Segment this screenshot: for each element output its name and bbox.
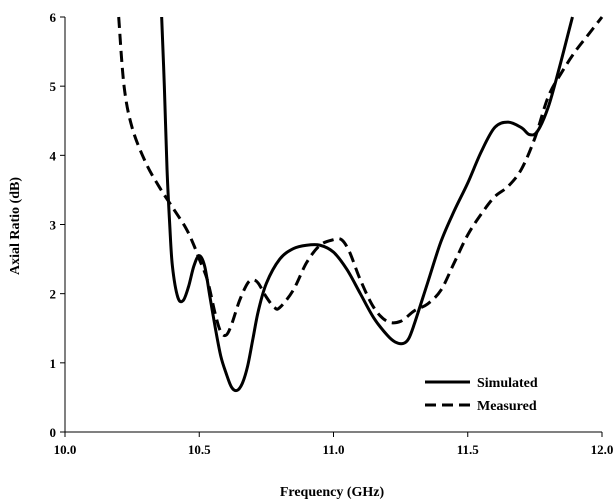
x-tick-label: 12.0: [591, 442, 614, 457]
legend-label-measured: Measured: [477, 399, 537, 414]
x-tick-label: 11.0: [322, 442, 344, 457]
chart-legend: Simulated Measured: [425, 376, 538, 414]
x-tick-label: 10.5: [188, 442, 211, 457]
x-axis-label: Frequency (GHz): [280, 485, 385, 500]
y-tick-label: 0: [50, 425, 57, 440]
y-tick-label: 4: [50, 148, 57, 163]
y-tick-label: 5: [50, 79, 57, 94]
y-tick-label: 3: [50, 218, 57, 233]
chart-series: [117, 16, 604, 393]
series-line-measured: [117, 16, 604, 338]
y-axis-label: Axial Ratio (dB): [8, 177, 23, 275]
chart-ticks: 10.0 10.5 11.0 11.5 12.0 0 1 2 3 4 5 6: [50, 10, 614, 457]
series-line-simulated: [160, 16, 574, 393]
y-tick-label: 1: [50, 356, 57, 371]
y-tick-label: 2: [50, 287, 57, 302]
chart-axes: [64, 17, 602, 433]
x-tick-label: 11.5: [457, 442, 480, 457]
y-tick-label: 6: [50, 10, 57, 25]
legend-label-simulated: Simulated: [477, 376, 538, 391]
x-tick-label: 10.0: [54, 442, 77, 457]
